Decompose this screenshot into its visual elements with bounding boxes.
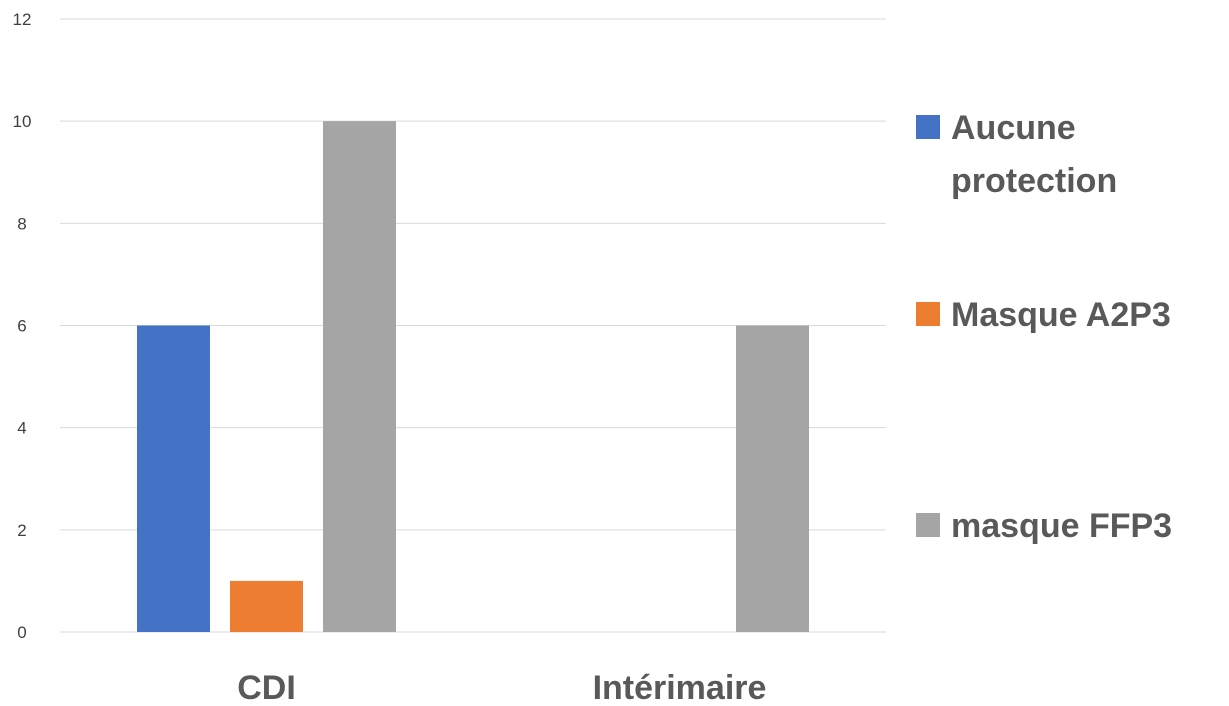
bar <box>230 580 303 632</box>
y-tick-label: 4 <box>17 419 26 438</box>
legend-label: Masque A2P3 <box>951 296 1171 334</box>
y-axis-ticks: 0 2 4 6 8 10 12 <box>13 10 32 642</box>
y-tick-label: 10 <box>13 112 32 131</box>
bar <box>137 325 210 632</box>
legend-swatch <box>916 115 940 139</box>
legend-label: masque FFP3 <box>951 507 1172 545</box>
y-tick-label: 0 <box>17 623 26 642</box>
y-tick-label: 12 <box>13 10 32 29</box>
bars <box>137 121 809 633</box>
legend: Aucune protection Masque A2P3 masque FFP3 <box>916 109 1172 545</box>
legend-label: Aucune protection <box>951 109 1117 200</box>
y-tick-label: 8 <box>17 214 26 233</box>
x-category-label: Intérimaire <box>593 669 767 701</box>
legend-swatch <box>916 513 940 537</box>
bar <box>736 325 809 632</box>
x-category-label: CDI <box>237 669 296 701</box>
x-axis-categories: CDI Intérimaire <box>237 669 767 706</box>
bar <box>323 121 396 633</box>
y-tick-label: 6 <box>17 317 26 336</box>
legend-swatch <box>916 302 940 326</box>
y-tick-label: 2 <box>17 521 26 540</box>
